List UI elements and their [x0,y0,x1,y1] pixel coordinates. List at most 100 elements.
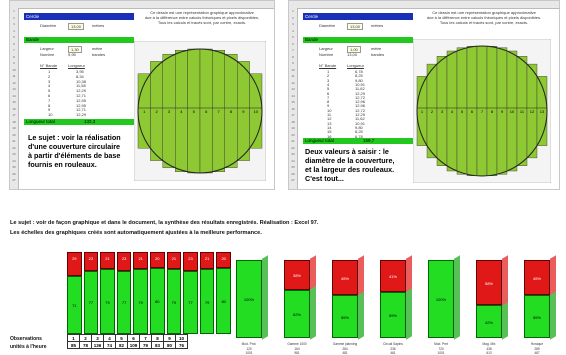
bar-segment-green: 71 [67,275,82,334]
bar-side-3d [454,255,460,340]
left-spreadsheet: 1 2 3 4 5 6 7 8 9 10 11 12 13 14 15 16 17 18 19 20 21 22 23 24 2… [9,0,275,190]
bande-number: 3 [48,78,51,84]
bande-number-label: 9 [501,109,504,114]
largeur-value[interactable]: 1,00 [347,46,361,53]
bande-number: 12 [327,116,332,122]
bande-number: 5 [48,88,51,94]
row-number: 26 [12,171,16,176]
total-value: 133,3 [84,119,96,124]
bar-segment-red: 38% [284,260,310,290]
bande-length: 12,72 [355,94,366,100]
bar-segment-red: 23 [116,252,132,271]
bande-number-label: 5 [461,109,464,114]
bande-number: 8 [327,99,330,105]
bande-length: 12,95 [76,97,87,103]
nombre-label: Nombre [40,52,55,57]
bande-length: 8,25 [355,129,363,135]
circle-outline [137,48,263,174]
bar-side-3d [262,255,268,340]
footer-value-2: 461 [390,351,396,355]
bande-length: 12,71 [76,107,87,113]
row-number: 1 [292,9,294,13]
stacked-bar-chart-1: 29 71 23 77 21 79 23 77 21 79 20 80 21 79 23 77 21 79 20 80 [66,252,232,334]
circle-outline [416,45,548,177]
bar-side-3d [550,255,556,340]
largeur-value[interactable]: 1,30 [68,46,82,53]
bande-number-label: 2 [431,109,434,114]
row-number: 3 [292,22,294,26]
footer-value-2: 613 [486,351,492,355]
obs-value: 109 [127,341,140,349]
column-header [10,1,274,9]
bande-number-label: 6 [205,109,208,114]
row-number: 11 [291,74,295,78]
obs-value: 85 [67,341,80,349]
bar-segment-red: 45% [524,260,550,296]
diametre-value[interactable]: 13,00 [347,23,364,30]
bande-number: 10 [48,112,53,118]
col-header-n: N° Bande [40,63,58,68]
row-number: 18 [291,119,295,124]
category-label: Circuit Sapins [383,342,403,346]
bar-segment-red: 21 [166,252,182,270]
bande-number: 13 [327,120,332,126]
row-number: 15 [12,100,16,104]
bande-number-label: 1 [421,109,424,114]
bar-segment-green: 55% [332,295,358,338]
bande-length: 11,62 [355,86,365,92]
obs-value: 76 [175,341,188,349]
row-number: 18 [12,119,16,124]
nombre-unit: bandes [92,52,106,57]
bande-length: 12,96 [355,103,366,109]
bande-number: 9 [48,107,51,113]
row-number: 24 [12,158,16,163]
bande-length: 9,80 [355,77,363,83]
row-number: 12 [291,80,295,85]
row-header: 1 2 3 4 5 6 7 8 9 10 11 12 13 14 15 16 17 18 19 20 21 22 23 24 2… [289,8,298,189]
row-number: 22 [12,145,16,150]
nombre-value: 9,95 [68,52,76,57]
row-number: 19 [291,126,295,130]
bande-number: 1 [327,69,330,74]
row-number: 2 [292,15,294,20]
diametre-value[interactable]: 13,00 [68,23,85,30]
bande-length: 8,25 [355,73,363,79]
row-number: 5 [13,35,15,39]
bar-segment-green: 80 [150,268,165,334]
bande-length: 10,91 [355,81,366,87]
bar-segment-green: 42% [476,305,502,338]
bande-length: 12,29 [355,90,366,96]
bande-number-label: 12 [530,109,535,114]
row-header: 1 2 3 4 5 6 7 8 9 10 11 12 13 14 15 16 17 18 19 20 21 22 23 24 2… [10,8,19,189]
row-number: 3 [13,22,15,26]
bande-number-label: 9 [242,109,245,114]
col-header-l: Longueur [68,63,85,68]
row-number: 1 [13,9,15,13]
row-number: 4 [292,28,294,33]
bande-number-label: 11 [520,109,525,114]
bar-segment-red: 29 [67,252,82,276]
row-number: 17 [291,113,295,117]
row-number: 20 [291,132,295,137]
bande-number-label: 8 [491,109,494,114]
footer-value-2: 487 [534,351,540,355]
bande-number: 5 [327,86,330,92]
bar-segment-green: 77 [183,270,198,334]
circle-diagram: 1 2 3 4 5 6 7 8 9 10 [134,41,266,181]
bar-side-3d [406,255,412,340]
bar-segment-green: 79 [133,269,148,334]
bande-length: 12,71 [76,93,87,98]
largeur-unit: mètre [92,46,103,51]
footer-value-2: 981 [294,351,300,355]
category-label: Horaque [530,342,544,346]
bande-length: 12,29 [355,112,366,117]
bande-length: 12,96 [355,99,366,105]
footer-value-1: 120 [246,347,252,351]
row-number: 9 [292,61,294,65]
obs-value: 80 [163,341,176,349]
obs-label-2: unités à l'heure [10,344,47,350]
bande-number: 9 [327,103,330,109]
bande-length: 12,29 [76,88,87,94]
bar-segment-red: 21 [133,252,148,270]
bar-segment-green: 80 [216,268,231,334]
